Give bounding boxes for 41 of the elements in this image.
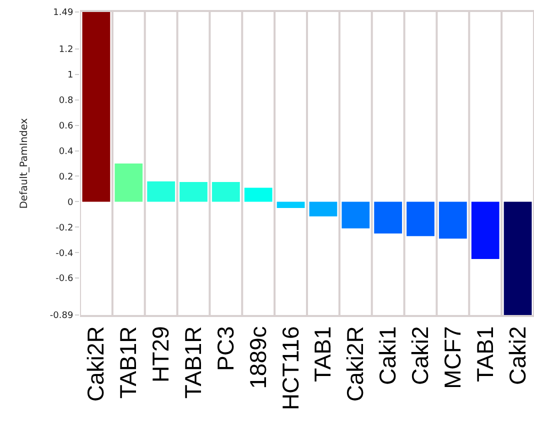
y-tick-label: 0.6	[58, 121, 74, 132]
bar	[374, 202, 402, 234]
x-tick-label: Caki2R	[82, 326, 109, 402]
x-tick-label: TAB1R	[180, 326, 206, 399]
x-tick-label: TAB1	[310, 326, 336, 382]
y-tick-label: -0.2	[56, 223, 74, 234]
bar	[147, 181, 176, 202]
y-tick-label: 0	[67, 198, 74, 208]
x-tick-label: Caki2	[504, 326, 530, 386]
bar	[342, 202, 370, 228]
bar	[114, 164, 143, 202]
y-tick-label: 0.8	[58, 96, 74, 106]
x-tick-label: HT29	[148, 326, 174, 382]
x-tick-label: Caki1	[374, 326, 401, 386]
x-tick-label: Caki2	[406, 326, 433, 386]
y-tick-label: 0.4	[58, 146, 74, 157]
y-tick-label: -0.4	[56, 248, 74, 259]
bar	[309, 202, 338, 216]
y-tick-label: -0.89	[50, 311, 74, 322]
x-tick-label: TAB1R	[115, 326, 142, 399]
x-tick-label: MCF7	[439, 326, 466, 389]
x-tick-label: PC3	[212, 326, 238, 371]
y-tick-label: 1.49	[53, 8, 74, 18]
bar	[82, 12, 110, 202]
bar	[504, 202, 532, 315]
x-tick-label: TAB1	[472, 326, 498, 382]
x-tick-label: 1889c	[244, 326, 271, 389]
bar	[471, 202, 500, 259]
bar	[438, 202, 467, 239]
x-tick-label: HCT116	[277, 326, 304, 410]
y-tick-label: 0.2	[58, 172, 74, 182]
y-axis-title: Default_PamIndex	[18, 118, 30, 209]
bar	[406, 202, 434, 236]
bar	[276, 202, 305, 208]
y-tick-label: 1	[67, 70, 74, 81]
y-tick-label: 1.2	[58, 45, 74, 56]
bar	[212, 182, 240, 202]
bar	[244, 188, 272, 202]
bar	[180, 182, 208, 202]
y-tick-label: -0.6	[56, 274, 74, 284]
x-tick-label: Caki2R	[342, 326, 368, 402]
